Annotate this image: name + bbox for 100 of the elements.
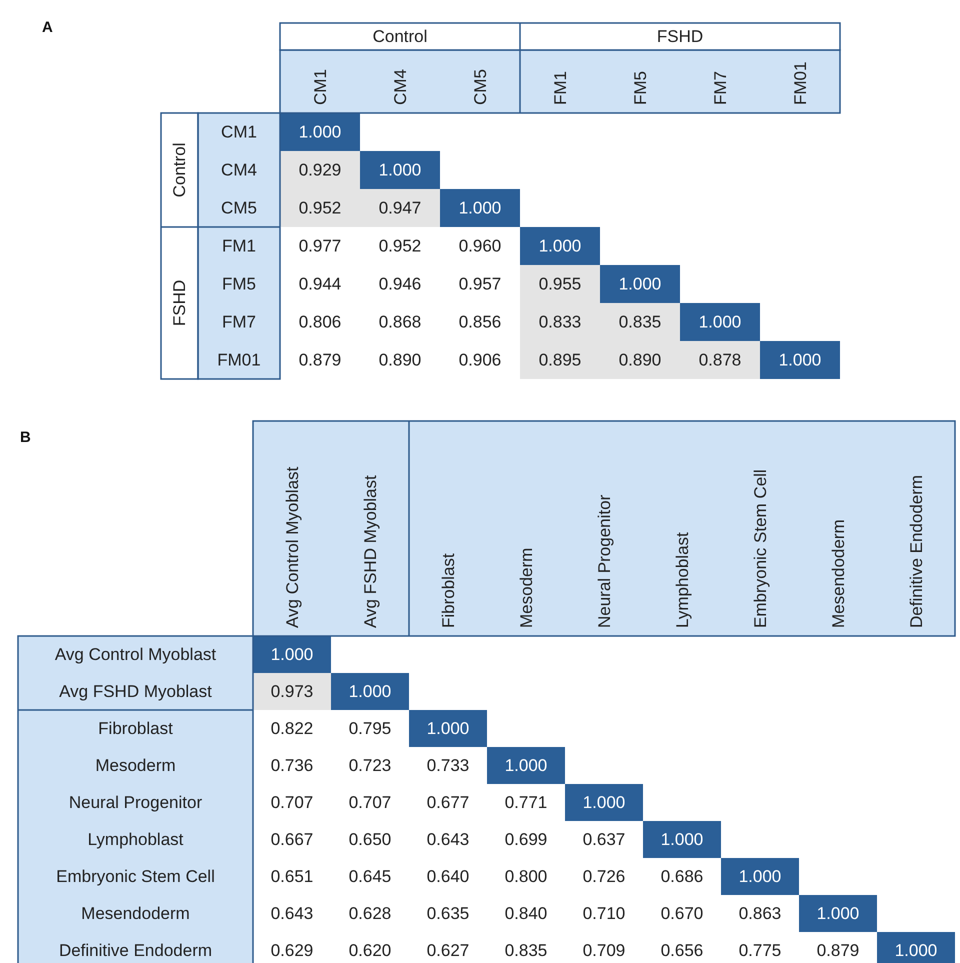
data-label: 0.643 xyxy=(270,904,314,923)
text: Control xyxy=(170,142,189,198)
data-label: 0.952 xyxy=(378,236,422,256)
text: FSHD xyxy=(656,27,704,46)
y-tick-label: Avg Control Myoblast xyxy=(54,645,216,664)
y-tick-label: Lymphoblast xyxy=(88,830,184,849)
data-label: 0.699 xyxy=(504,830,548,849)
data-label: 0.879 xyxy=(816,941,860,960)
x-tick-label: Lymphoblast xyxy=(673,532,692,628)
x-tick-label: Mesoderm xyxy=(517,548,536,628)
data-label: 0.707 xyxy=(348,793,392,812)
data-label: 0.960 xyxy=(458,236,502,256)
data-label: 0.771 xyxy=(504,793,548,812)
x-tick-label: Embryonic Stem Cell xyxy=(751,469,770,628)
data-label: 0.736 xyxy=(270,756,314,775)
data-label: 0.670 xyxy=(660,904,704,923)
x-tick-label: FM7 xyxy=(711,71,730,105)
data-label: 0.667 xyxy=(270,830,314,849)
data-label: 1.000 xyxy=(504,756,548,775)
data-label: 0.795 xyxy=(348,719,392,738)
data-label: 1.000 xyxy=(618,274,662,294)
y-tick-label: CM5 xyxy=(221,198,257,218)
data-label: 0.628 xyxy=(348,904,392,923)
data-label: 0.863 xyxy=(738,904,782,923)
data-label: 1.000 xyxy=(538,236,582,256)
text: B xyxy=(20,429,31,446)
y-tick-label: FM5 xyxy=(222,274,256,294)
data-label: 0.868 xyxy=(378,312,422,332)
data-label: 1.000 xyxy=(582,793,626,812)
x-tick-label: CM4 xyxy=(391,69,410,105)
data-label: 0.707 xyxy=(270,793,314,812)
data-label: 0.973 xyxy=(270,682,314,701)
data-label: 1.000 xyxy=(298,122,342,142)
data-label: 1.000 xyxy=(698,312,742,332)
data-label: 0.710 xyxy=(582,904,626,923)
data-label: 0.650 xyxy=(348,830,392,849)
data-label: 1.000 xyxy=(778,350,822,370)
data-label: 0.709 xyxy=(582,941,626,960)
x-tick-label: Fibroblast xyxy=(439,553,458,628)
data-label: 0.656 xyxy=(660,941,704,960)
data-label: 1.000 xyxy=(660,830,704,849)
y-tick-label: Mesendoderm xyxy=(81,904,190,923)
data-label: 0.878 xyxy=(698,350,742,370)
x-tick-label: CM5 xyxy=(471,69,490,105)
data-label: 0.635 xyxy=(426,904,470,923)
data-label: 0.835 xyxy=(618,312,662,332)
data-label: 0.946 xyxy=(378,274,422,294)
data-label: 0.775 xyxy=(738,941,782,960)
data-label: 0.627 xyxy=(426,941,470,960)
data-label: 0.651 xyxy=(270,867,314,886)
x-tick-label: Neural Progenitor xyxy=(595,494,614,628)
data-label: 1.000 xyxy=(426,719,470,738)
y-tick-label: CM4 xyxy=(221,160,257,180)
data-label: 0.677 xyxy=(426,793,470,812)
data-label: 0.890 xyxy=(618,350,662,370)
data-label: 0.906 xyxy=(458,350,502,370)
data-label: 0.643 xyxy=(426,830,470,849)
x-tick-label: FM1 xyxy=(551,71,570,105)
y-tick-label: Fibroblast xyxy=(98,719,174,738)
data-label: 0.944 xyxy=(298,274,342,294)
data-label: 0.806 xyxy=(298,312,342,332)
data-label: 0.822 xyxy=(270,719,314,738)
text: A xyxy=(42,19,53,36)
data-label: 0.833 xyxy=(538,312,582,332)
data-label: 0.929 xyxy=(298,160,342,180)
data-label: 0.645 xyxy=(348,867,392,886)
x-tick-label: Mesendoderm xyxy=(829,519,848,628)
data-label: 1.000 xyxy=(348,682,392,701)
text: Control xyxy=(372,27,428,46)
x-tick-label: Avg FSHD Myoblast xyxy=(361,474,380,628)
data-label: 0.895 xyxy=(538,350,582,370)
y-tick-label: FM01 xyxy=(217,350,261,370)
data-label: 1.000 xyxy=(894,941,938,960)
data-label: 0.952 xyxy=(298,198,342,218)
y-tick-label: Embryonic Stem Cell xyxy=(56,867,215,886)
data-label: 0.686 xyxy=(660,867,704,886)
data-label: 0.955 xyxy=(538,274,582,294)
data-label: 0.637 xyxy=(582,830,626,849)
x-tick-label: Definitive Endoderm xyxy=(907,474,926,628)
data-label: 0.726 xyxy=(582,867,626,886)
text: FSHD xyxy=(170,280,189,326)
y-tick-label: FM1 xyxy=(222,236,256,256)
data-label: 1.000 xyxy=(270,645,314,664)
y-tick-label: Mesoderm xyxy=(95,756,176,775)
data-label: 0.835 xyxy=(504,941,548,960)
data-label: 0.856 xyxy=(458,312,502,332)
y-tick-label: FM7 xyxy=(222,312,256,332)
y-tick-label: Definitive Endoderm xyxy=(58,941,212,960)
data-label: 0.629 xyxy=(270,941,314,960)
data-label: 0.879 xyxy=(298,350,342,370)
data-label: 0.620 xyxy=(348,941,392,960)
x-tick-label: FM01 xyxy=(791,62,810,105)
y-tick-label: Neural Progenitor xyxy=(68,793,202,812)
data-label: 0.733 xyxy=(426,756,470,775)
y-tick-label: Avg FSHD Myoblast xyxy=(59,682,212,701)
data-label: 0.977 xyxy=(298,236,342,256)
data-label: 0.947 xyxy=(378,198,422,218)
x-tick-label: CM1 xyxy=(311,69,330,105)
x-tick-label: FM5 xyxy=(631,71,650,105)
data-label: 1.000 xyxy=(378,160,422,180)
